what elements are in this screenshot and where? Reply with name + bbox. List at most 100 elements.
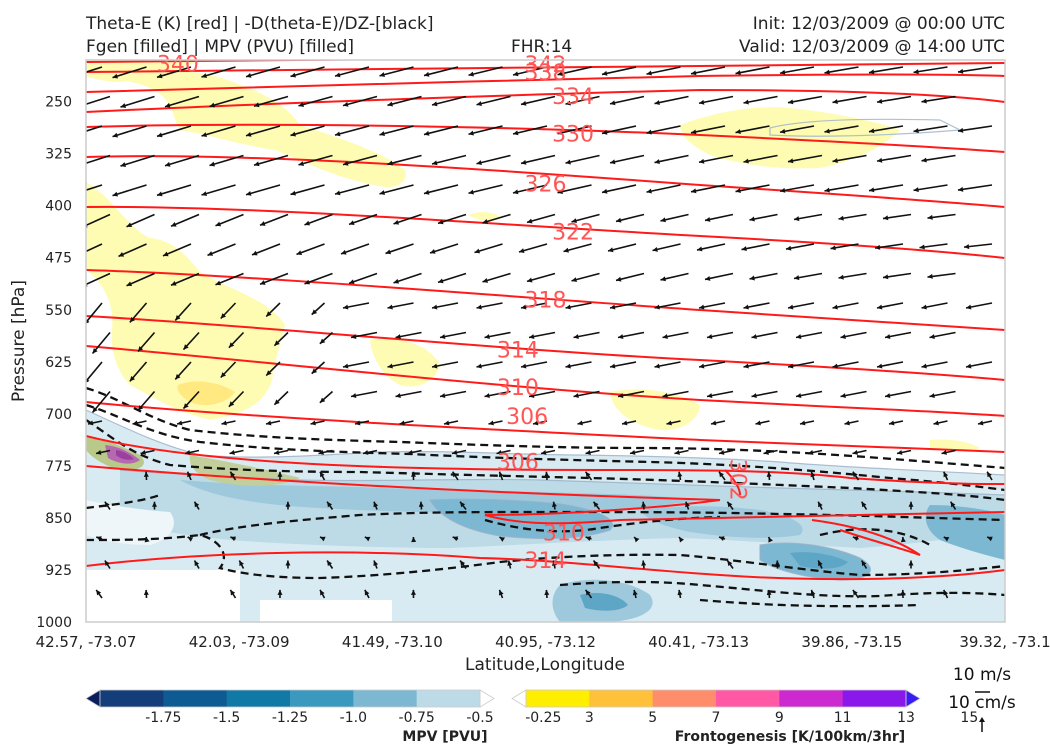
wind-arrow (91, 390, 111, 413)
forecast-hour: FHR:14 (511, 37, 573, 57)
wind-arrow (943, 589, 949, 599)
wind-arrow (921, 302, 948, 310)
wind-arrow (573, 390, 600, 399)
wind-arrow (685, 501, 690, 510)
wind-arrow (95, 589, 103, 599)
wind-arrow (437, 272, 467, 284)
wind-arrow (342, 95, 378, 107)
wind-arrow (677, 589, 683, 599)
wind-arrow (698, 361, 726, 369)
wind-arrow (678, 536, 685, 543)
wind-arrow (364, 536, 371, 542)
y-tick-label: 700 (45, 407, 72, 423)
wind-arrow (557, 66, 592, 77)
wind-arrow (929, 390, 956, 399)
wind-arrow (164, 154, 200, 167)
x-axis-label: Latitude,Longitude (465, 655, 625, 675)
wind-arrow (617, 390, 645, 399)
wind-arrow (749, 213, 778, 222)
wind-arrow (882, 213, 912, 221)
y-tick-label: 400 (45, 199, 72, 215)
wind-arrow (443, 420, 459, 426)
wind-arrow (340, 243, 370, 255)
wind-arrow (852, 471, 860, 481)
wind-arrow (950, 501, 957, 510)
wind-arrow (423, 125, 459, 136)
wind-arrow (832, 154, 867, 164)
wind-arrow (584, 471, 593, 481)
wind-arrow (488, 420, 503, 426)
wind-arrow (229, 449, 244, 455)
wind-arrow (609, 361, 637, 369)
wind-arrow (265, 420, 281, 426)
wind-arrow (86, 154, 111, 164)
wind-arrow (662, 331, 689, 340)
wind-arrow (209, 95, 244, 108)
wind-arrow (120, 95, 155, 108)
wind-arrow (565, 361, 592, 369)
wind-arrow (439, 331, 467, 340)
wind-arrow (290, 66, 325, 78)
wind-arrow (399, 420, 414, 426)
wind-arrow (423, 66, 459, 77)
colorbar-frame (525, 689, 907, 708)
wind-arrow (654, 154, 689, 164)
wind-arrow (779, 125, 815, 134)
wind-arrow (585, 449, 600, 455)
wind-arrow (207, 243, 236, 257)
wind-arrow (573, 331, 600, 340)
wind-arrow (641, 560, 647, 569)
wind-arrow (518, 243, 548, 254)
wind-arrow (767, 536, 773, 543)
theta-e-contour-label: 302 (724, 459, 749, 501)
wind-arrow (860, 501, 868, 510)
wind-arrow (201, 125, 236, 138)
wind-arrow (957, 66, 993, 74)
wind-arrow (832, 95, 867, 105)
wind-arrow (520, 95, 556, 106)
wind-arrow (201, 66, 236, 79)
wind-reference: 10 m/s 10 cm/s (948, 665, 1016, 732)
wind-arrow (615, 272, 645, 282)
wind-arrow (690, 125, 726, 135)
colorbar-tick-label: -1.5 (213, 710, 240, 726)
colorbar-tick-label: -0.75 (399, 710, 435, 726)
wind-arrow (379, 184, 414, 196)
wind-arrow (151, 501, 157, 510)
wind-arrow (156, 66, 192, 79)
colorbar-tick-label: 15 (960, 710, 978, 726)
wind-arrow (852, 589, 860, 599)
wind-arrow (334, 66, 370, 78)
x-tick-label: 41.49, -73.10 (342, 633, 443, 651)
wind-arrow (451, 449, 467, 455)
colorbar-segment (353, 690, 418, 707)
colorbar-tick-label: 3 (585, 710, 594, 726)
wind-arrow (373, 501, 379, 510)
wind-arrow (735, 184, 770, 194)
wind-arrow (963, 243, 993, 250)
wind-arrow (706, 331, 734, 340)
wind-arrow (921, 154, 956, 163)
wind-arrow (350, 390, 378, 399)
wind-arrow (617, 331, 645, 340)
wind-arrow (929, 331, 956, 340)
y-tick-label: 925 (45, 563, 72, 579)
wind-arrow (238, 560, 245, 569)
wind-arrow (482, 213, 511, 224)
colorbar-tick-label: -0.5 (466, 710, 493, 726)
colorbar-tick-label: 9 (775, 710, 784, 726)
x-tick-label: 40.95, -73.12 (495, 633, 596, 651)
wind-arrow (704, 213, 734, 222)
wind-arrow (565, 154, 600, 165)
wind-arrow (621, 420, 637, 426)
colorbar-extend-left (85, 689, 101, 708)
colorbar-tick-label: 13 (897, 710, 915, 726)
wind-arrow (824, 66, 859, 75)
wind-arrow (830, 243, 859, 251)
wind-arrow (290, 125, 325, 137)
wind-arrow (304, 213, 333, 226)
wind-arrow (913, 66, 948, 75)
colorbar-segment (652, 690, 717, 707)
wind-arrow (743, 154, 778, 164)
